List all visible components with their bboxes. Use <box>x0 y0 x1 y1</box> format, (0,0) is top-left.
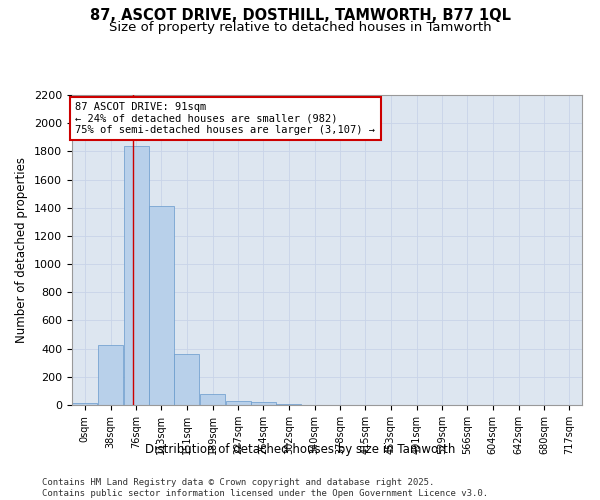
Bar <box>149 206 174 405</box>
Bar <box>200 394 225 405</box>
Text: Size of property relative to detached houses in Tamworth: Size of property relative to detached ho… <box>109 21 491 34</box>
Text: 87 ASCOT DRIVE: 91sqm
← 24% of detached houses are smaller (982)
75% of semi-det: 87 ASCOT DRIVE: 91sqm ← 24% of detached … <box>76 102 376 135</box>
Bar <box>124 146 149 405</box>
Bar <box>98 345 123 405</box>
Bar <box>72 403 97 405</box>
Bar <box>226 401 251 405</box>
Text: 87, ASCOT DRIVE, DOSTHILL, TAMWORTH, B77 1QL: 87, ASCOT DRIVE, DOSTHILL, TAMWORTH, B77… <box>89 8 511 22</box>
Y-axis label: Number of detached properties: Number of detached properties <box>16 157 28 343</box>
Bar <box>276 404 301 405</box>
Text: Contains HM Land Registry data © Crown copyright and database right 2025.
Contai: Contains HM Land Registry data © Crown c… <box>42 478 488 498</box>
Bar <box>251 402 276 405</box>
Bar <box>174 354 199 405</box>
Text: Distribution of detached houses by size in Tamworth: Distribution of detached houses by size … <box>145 442 455 456</box>
